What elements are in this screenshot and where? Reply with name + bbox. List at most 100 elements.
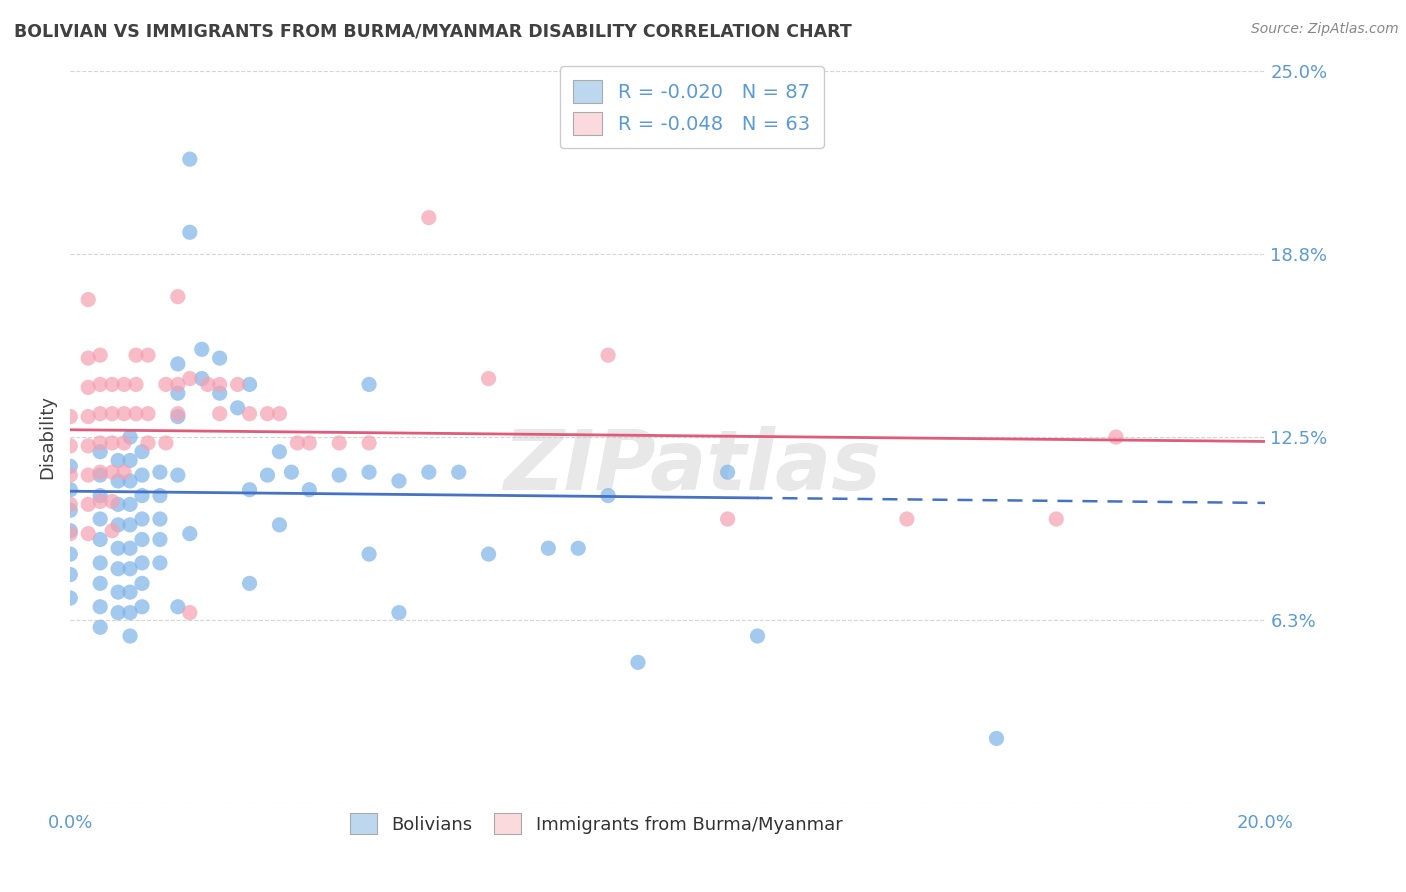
Point [896,512,918,526]
Point [478,547,501,561]
Point [125,407,148,421]
Point [179,371,201,385]
Point [239,377,262,392]
Point [155,377,177,392]
Point [77,497,100,511]
Point [478,371,501,385]
Point [239,483,262,497]
Point [120,585,141,599]
Point [101,436,124,450]
Point [1105,430,1128,444]
Point [179,606,201,620]
Point [131,533,153,547]
Point [112,465,135,479]
Point [191,371,214,385]
Point [131,556,153,570]
Point [179,152,201,166]
Point [298,436,321,450]
Y-axis label: Disability: Disability [38,395,56,479]
Point [107,541,129,556]
Point [191,343,214,357]
Point [226,377,249,392]
Point [89,465,111,479]
Point [107,474,129,488]
Point [627,656,650,670]
Point [359,436,381,450]
Point [125,348,148,362]
Point [59,524,82,538]
Point [107,585,129,599]
Point [120,517,141,532]
Point [717,465,740,479]
Point [208,386,231,401]
Point [418,211,440,225]
Point [89,556,111,570]
Point [166,386,188,401]
Point [89,444,111,458]
Point [239,576,262,591]
Point [280,465,302,479]
Point [107,453,129,467]
Point [179,526,201,541]
Point [328,468,350,483]
Point [89,348,111,362]
Point [59,497,82,511]
Point [120,562,141,576]
Point [388,606,411,620]
Point [89,468,111,483]
Point [131,444,153,458]
Point [166,290,188,304]
Point [447,465,470,479]
Point [149,533,172,547]
Point [89,533,111,547]
Point [131,468,153,483]
Point [59,439,82,453]
Point [149,489,172,503]
Point [120,497,141,511]
Point [136,407,159,421]
Point [59,483,82,497]
Point [77,293,100,307]
Point [112,407,135,421]
Point [239,407,262,421]
Point [101,377,124,392]
Point [226,401,249,415]
Point [101,524,124,538]
Point [89,377,111,392]
Point [107,497,129,511]
Point [136,348,159,362]
Point [388,474,411,488]
Point [107,606,129,620]
Point [59,591,82,605]
Point [59,468,82,483]
Point [136,436,159,450]
Point [256,407,278,421]
Point [359,547,381,561]
Point [208,351,231,365]
Point [77,468,100,483]
Point [89,620,111,634]
Point [269,444,291,458]
Point [89,576,111,591]
Point [59,567,82,582]
Point [328,436,350,450]
Point [120,453,141,467]
Point [208,407,231,421]
Point [1045,512,1067,526]
Point [59,409,82,424]
Point [256,468,278,483]
Point [986,731,1008,746]
Point [717,512,740,526]
Point [155,436,177,450]
Point [89,407,111,421]
Point [166,409,188,424]
Point [89,489,111,503]
Point [107,517,129,532]
Point [77,409,100,424]
Point [120,541,141,556]
Point [77,351,100,365]
Point [112,377,135,392]
Point [269,407,291,421]
Point [77,439,100,453]
Point [418,465,440,479]
